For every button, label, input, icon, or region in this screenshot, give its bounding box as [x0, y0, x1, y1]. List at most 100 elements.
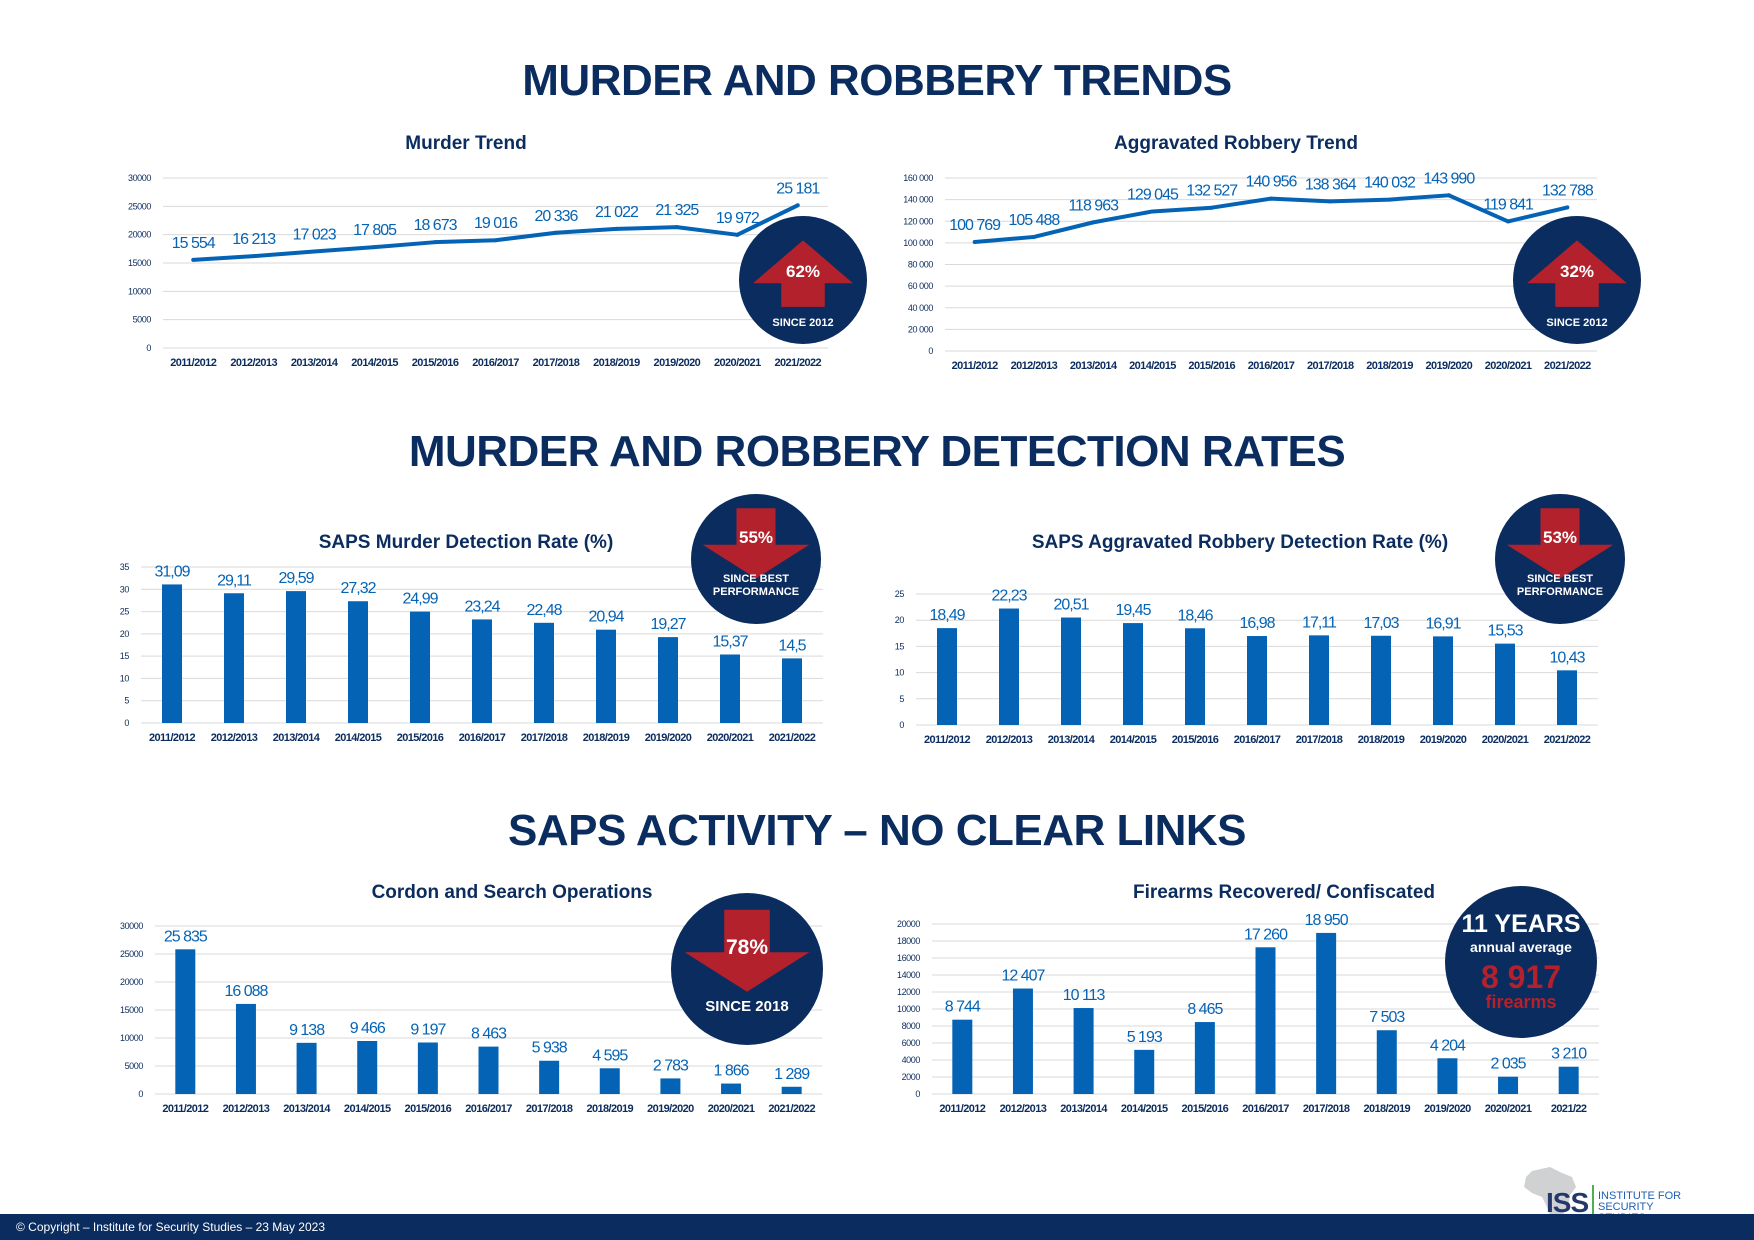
x-tick-label: 2013/2014 — [1070, 360, 1118, 372]
bar — [162, 584, 182, 723]
x-tick-label: 2013/2014 — [283, 1103, 331, 1115]
y-tick-label: 15 — [895, 641, 905, 651]
y-tick-label: 0 — [124, 718, 129, 728]
y-tick-label: 15000 — [120, 1005, 143, 1015]
x-tick-label: 2012/2013 — [230, 357, 277, 369]
data-label: 18,49 — [929, 607, 965, 624]
data-label: 9 197 — [410, 1021, 446, 1038]
data-point — [795, 203, 800, 208]
data-label: 132 788 — [1542, 182, 1594, 199]
x-tick-label: 2021/2022 — [1544, 734, 1591, 746]
x-tick-label: 2014/2015 — [1110, 734, 1157, 746]
data-label: 4 595 — [592, 1047, 628, 1064]
badge-caption: SINCE BEST — [723, 573, 789, 585]
bar — [286, 591, 306, 723]
y-tick-label: 25 — [120, 607, 130, 617]
x-tick-label: 2017/2018 — [521, 732, 568, 744]
badge-caption: SINCE 2012 — [772, 317, 833, 329]
data-label: 17 023 — [293, 227, 337, 244]
data-point — [312, 249, 317, 254]
bar — [1309, 635, 1329, 725]
x-tick-label: 2015/2016 — [1188, 360, 1235, 372]
y-tick-label: 5 — [899, 694, 904, 704]
data-label: 2 783 — [653, 1057, 689, 1074]
x-tick-label: 2020/2021 — [708, 1103, 755, 1115]
data-label: 15,37 — [712, 633, 748, 650]
x-tick-label: 2019/2020 — [1426, 360, 1473, 372]
chart-5: Cordon and Search Operations 0 5000 10000 15… — [120, 882, 823, 1115]
data-point — [553, 230, 558, 235]
badge: 62% SINCE 2012 — [739, 216, 867, 344]
x-tick-label: 2019/2020 — [1420, 734, 1467, 746]
data-label: 10 113 — [1063, 987, 1106, 1004]
data-label: 9 138 — [289, 1022, 325, 1039]
bar — [1371, 635, 1391, 725]
chart-2: Aggravated Robbery Trend 0 20 000 40 000 60 … — [903, 133, 1641, 372]
data-label: 25 181 — [776, 180, 820, 197]
x-tick-label: 2016/2017 — [459, 732, 506, 744]
bar — [1433, 636, 1453, 725]
chart-title: Firearms Recovered/ Confiscated — [1133, 882, 1435, 903]
bar — [1498, 1076, 1519, 1094]
data-point — [735, 232, 740, 237]
bar — [348, 601, 368, 723]
bar — [720, 654, 740, 723]
y-tick-label: 30 — [120, 584, 130, 594]
y-tick-label: 16000 — [897, 953, 920, 963]
data-point — [251, 254, 256, 259]
x-tick-label: 2015/2016 — [1172, 734, 1219, 746]
y-tick-label: 10000 — [128, 286, 151, 296]
x-tick-label: 2014/2015 — [335, 732, 382, 744]
x-tick-label: 2011/2012 — [149, 732, 195, 744]
bar — [1247, 636, 1267, 725]
y-tick-label: 4000 — [902, 1055, 921, 1065]
data-point — [372, 245, 377, 250]
bar — [596, 629, 616, 723]
bar — [478, 1046, 499, 1094]
chart-4: SAPS Aggravated Robbery Detection Rate (… — [895, 494, 1625, 746]
badge: 78% SINCE 2018 — [671, 893, 823, 1045]
data-label: 17 805 — [353, 222, 397, 239]
series-line — [974, 193, 1568, 245]
bar — [1255, 947, 1276, 1094]
x-tick-label: 2020/2021 — [1482, 734, 1529, 746]
y-tick-label: 0 — [138, 1089, 143, 1099]
y-tick-label: 10 — [120, 673, 130, 683]
data-label: 17,11 — [1302, 614, 1337, 631]
y-tick-label: 20000 — [120, 977, 143, 987]
bar — [357, 1040, 378, 1094]
x-tick-label: 2021/2022 — [769, 732, 816, 744]
bar — [599, 1068, 620, 1094]
data-point — [1091, 220, 1096, 225]
x-tick-label: 2021/2022 — [774, 357, 821, 369]
data-label: 20,94 — [588, 609, 624, 626]
heading-detection: MURDER AND ROBBERY DETECTION RATES — [408, 427, 1346, 476]
y-tick-label: 14000 — [897, 970, 920, 980]
data-label: 5 938 — [532, 1040, 568, 1057]
x-tick-label: 2011/2012 — [170, 357, 216, 369]
data-point — [1209, 205, 1214, 210]
x-tick-label: 2020/2021 — [714, 357, 761, 369]
arrow-up-icon — [753, 240, 853, 307]
data-label: 25 835 — [164, 928, 208, 945]
data-label: 118 963 — [1068, 197, 1119, 214]
data-label: 9 466 — [350, 1020, 386, 1037]
data-label: 16,91 — [1425, 615, 1461, 632]
data-label: 16 088 — [224, 983, 268, 1000]
data-label: 23,24 — [464, 598, 500, 615]
bar — [660, 1078, 681, 1094]
x-tick-label: 2015/2016 — [412, 357, 459, 369]
y-tick-label: 10 — [895, 668, 905, 678]
y-tick-label: 0 — [915, 1089, 920, 1099]
arrow-down-icon — [702, 508, 810, 579]
bar — [1185, 628, 1205, 725]
bar — [1123, 623, 1143, 725]
x-tick-label: 2021/22 — [1551, 1103, 1587, 1115]
data-label: 17 260 — [1244, 926, 1288, 943]
badge-value: 8 917 — [1481, 959, 1561, 995]
x-tick-label: 2012/2013 — [986, 734, 1033, 746]
bar — [224, 593, 244, 723]
x-tick-label: 2014/2015 — [344, 1103, 391, 1115]
